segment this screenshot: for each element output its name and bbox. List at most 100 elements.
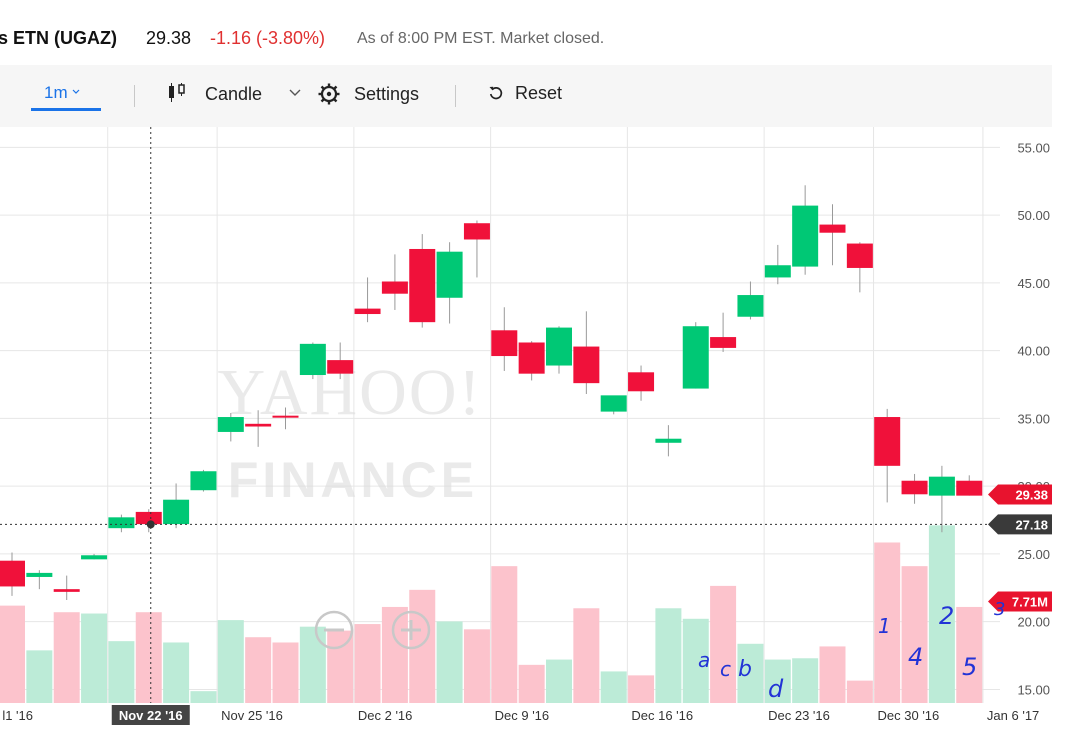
y-tick-label: 50.00 (1017, 208, 1050, 223)
y-tick-label: 55.00 (1017, 140, 1050, 155)
candle-body (628, 372, 655, 392)
x-tick-label: Dec 30 '16 (878, 708, 940, 723)
y-tick-label: 25.00 (1017, 547, 1050, 562)
y-tick-label: 15.00 (1017, 682, 1050, 697)
chevron-down-icon (72, 89, 80, 94)
candle-body (737, 295, 764, 317)
volume-bar (436, 621, 463, 703)
last-price-label-text: 29.38 (1015, 488, 1048, 503)
annotation-d: d (768, 675, 784, 703)
annotation-4: 4 (908, 643, 923, 671)
candle-body (874, 417, 901, 466)
reset-icon (489, 86, 503, 100)
x-tick-label: l1 '16 (2, 708, 33, 723)
volume-bar (518, 664, 545, 703)
ticker-name: s ETN (UGAZ) (0, 28, 117, 48)
candle-body (135, 511, 162, 525)
candle-body (81, 555, 108, 560)
volume-bar (299, 626, 326, 703)
market-status: As of 8:00 PM EST. Market closed. (357, 30, 605, 47)
volume-bar (135, 612, 162, 703)
watermark-line2: FINANCE (228, 452, 478, 508)
candle-body (956, 480, 983, 496)
candle-body (928, 476, 955, 496)
volume-bar (327, 630, 354, 703)
y-tick-label: 35.00 (1017, 411, 1050, 426)
volume-bar (901, 566, 928, 703)
candle-body (573, 346, 600, 384)
reset-label: Reset (515, 83, 563, 103)
yahoo-finance-watermark: YAHOO! FINANCE (218, 356, 481, 508)
candle-body (819, 224, 846, 233)
last-price-label: 29.38 (988, 484, 1052, 505)
volume-bars (0, 525, 983, 703)
price-chart[interactable]: YAHOO! FINANCE 55.00 50.00 45.00 40.00 35.00… (0, 127, 1068, 753)
candle-body (245, 423, 272, 427)
volume-bar (108, 641, 135, 703)
candle-body (327, 360, 354, 374)
x-tick-label: Dec 9 '16 (495, 708, 550, 723)
candle-body (381, 281, 408, 294)
volume-bar (682, 618, 709, 703)
volume-bar (546, 659, 572, 703)
y-tick-label: 45.00 (1017, 276, 1050, 291)
volume-bar (491, 566, 518, 703)
chart-type-dropdown[interactable]: Candle (168, 83, 301, 105)
y-axis: 55.0050.0045.0040.0035.0030.0025.0020.00… (1017, 140, 1050, 697)
toolbar-divider (134, 85, 135, 107)
x-tick-label: Dec 23 '16 (768, 708, 830, 723)
volume-bar (655, 608, 682, 703)
candle-body (217, 417, 244, 432)
volume-bar (792, 658, 819, 703)
reset-button[interactable]: Reset (488, 83, 562, 104)
candle-body (436, 251, 463, 298)
crosshair-date-flag (111, 705, 190, 725)
candle-body (901, 480, 928, 495)
range-active-indicator (31, 108, 101, 111)
x-tick-label: Jan 6 '17 (987, 708, 1039, 723)
chart-grid (0, 127, 1000, 703)
x-tick-label: Dec 2 '16 (358, 708, 413, 723)
candle-body (792, 205, 819, 267)
crosshair-price-label-text: 27.18 (1015, 517, 1048, 532)
plus-icon (401, 620, 421, 640)
crosshair-price-label-shape (988, 514, 1052, 535)
candle-body (463, 223, 490, 240)
x-tick-label: Dec 16 '16 (631, 708, 693, 723)
price-labels: 29.38 27.18 7.71M (988, 484, 1052, 612)
candlestick-icon (169, 83, 185, 102)
annotation-1: 1 (878, 614, 891, 638)
candle-body (0, 560, 25, 587)
volume-bar (874, 542, 901, 703)
crosshair-price-label: 27.18 (988, 514, 1052, 535)
zoom-out-button[interactable] (314, 610, 354, 650)
volume-bar (26, 650, 53, 703)
annotation-5: 5 (962, 653, 977, 681)
volume-bar (190, 691, 217, 703)
zoom-in-button[interactable] (391, 610, 431, 650)
x-tick-label: Nov 25 '16 (221, 708, 283, 723)
candle-body (163, 499, 190, 525)
price-change: -1.16 (-3.80%) (210, 28, 326, 48)
candle-body (518, 342, 545, 374)
candle-body (409, 248, 436, 323)
chart-toolbar: 1m Candle Settings Reset (0, 65, 1052, 127)
candle-body (53, 589, 80, 592)
volume-label-text: 7.71M (1012, 595, 1048, 610)
range-dropdown[interactable]: 1m (44, 83, 80, 103)
candle-body (764, 265, 791, 278)
volume-bar (272, 642, 299, 703)
annotation-c: c (720, 657, 731, 681)
volume-bar (53, 612, 80, 703)
volume-bar (737, 643, 764, 703)
candle-body (299, 343, 326, 376)
candle-body (846, 243, 873, 268)
volume-bar (710, 585, 737, 703)
candles (0, 185, 983, 600)
gear-icon (318, 83, 340, 105)
volume-bar (354, 624, 381, 703)
candle-body (546, 327, 572, 366)
settings-button[interactable]: Settings (318, 83, 419, 105)
volume-label-shape (988, 591, 1052, 612)
volume-bar (764, 659, 791, 703)
